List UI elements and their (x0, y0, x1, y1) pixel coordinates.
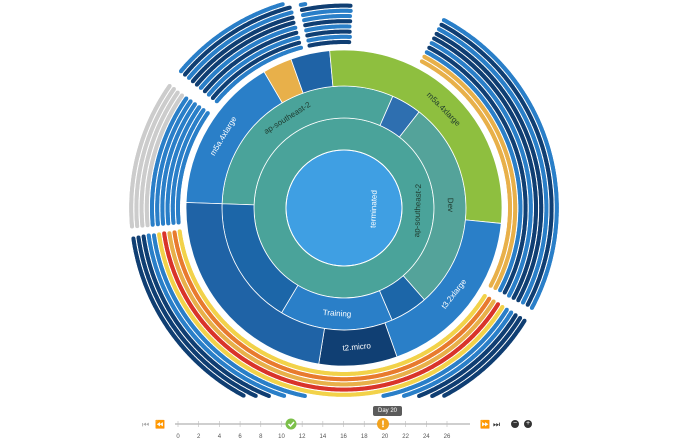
data-dot (347, 29, 352, 34)
data-dot (291, 20, 296, 25)
data-dot (180, 93, 184, 98)
data-dot (205, 111, 210, 116)
data-dot (289, 10, 294, 15)
data-dot (348, 14, 352, 19)
data-dot (303, 2, 308, 7)
data-dot (280, 2, 285, 7)
data-dot (175, 90, 180, 95)
data-dot (347, 40, 352, 45)
data-dot (192, 102, 197, 107)
dot-halo (129, 2, 559, 398)
data-dot (287, 5, 292, 10)
data-dot (348, 19, 353, 24)
sunburst-chart: terminated ap-southeast-2ap-southeast-2De… (129, 2, 559, 398)
data-dot (299, 45, 303, 50)
data-dot (201, 108, 206, 113)
data-dot (167, 84, 172, 88)
data-dot (297, 40, 302, 45)
data-dot (348, 3, 353, 8)
data-dot (347, 24, 352, 29)
data-dot (493, 286, 498, 290)
data-dot (294, 30, 299, 35)
data-dot (347, 34, 352, 39)
data-dot (348, 8, 353, 13)
data-dot (197, 105, 202, 110)
data-dot (488, 283, 493, 288)
data-dot (188, 99, 193, 104)
data-dot (171, 87, 176, 91)
data-dot (296, 35, 301, 40)
data-dot (498, 288, 503, 293)
data-dot (293, 25, 298, 30)
data-dot (507, 293, 511, 298)
data-dot (502, 290, 507, 295)
data-dot (184, 96, 189, 101)
data-dot (290, 15, 295, 20)
